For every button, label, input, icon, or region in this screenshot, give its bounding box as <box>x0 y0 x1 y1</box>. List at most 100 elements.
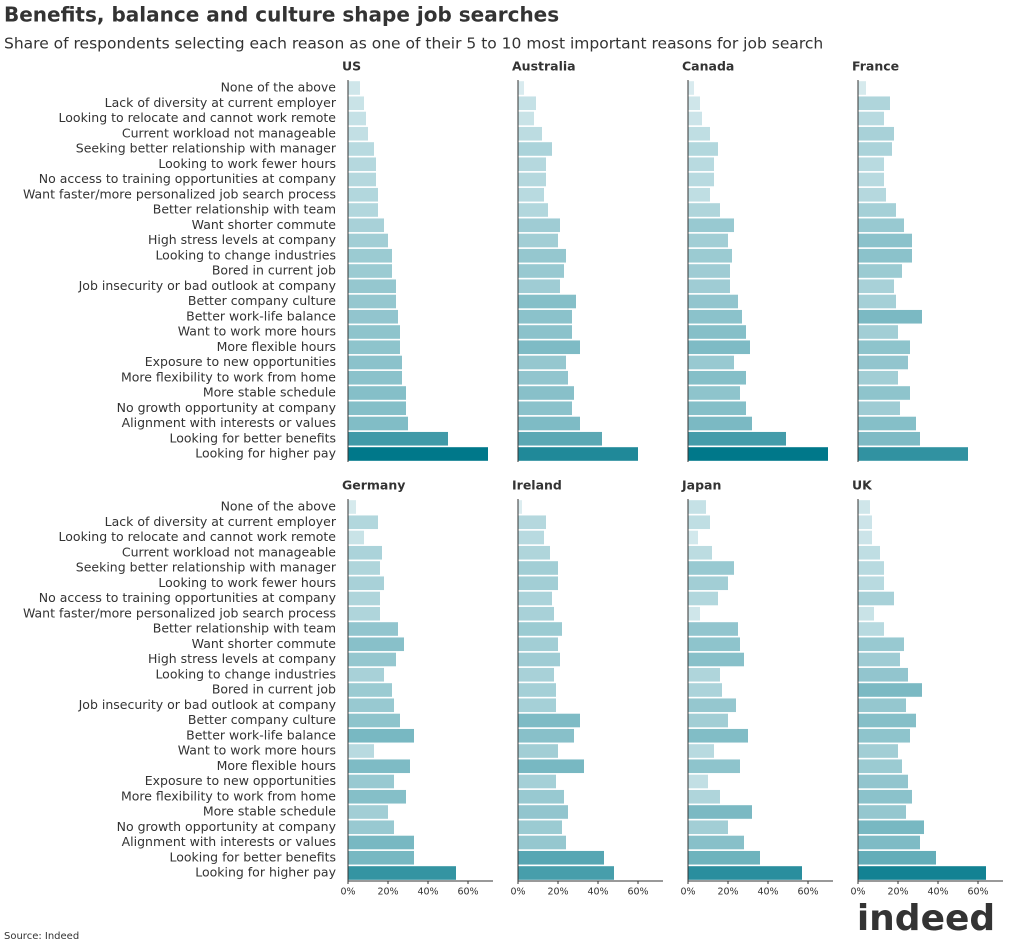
bar <box>858 248 912 263</box>
category-label: No access to training opportunities at c… <box>39 171 337 186</box>
bar <box>348 294 396 309</box>
bar <box>688 561 734 575</box>
bar <box>858 667 908 682</box>
bar <box>348 431 448 446</box>
x-tick-label: 60% <box>797 887 818 898</box>
bar <box>348 96 364 111</box>
bar <box>518 835 566 850</box>
category-label: Job insecurity or bad outlook at company <box>78 278 337 293</box>
bar <box>858 218 904 233</box>
bar <box>518 576 558 591</box>
bar <box>858 355 908 370</box>
bar <box>348 606 380 621</box>
bar <box>518 515 546 530</box>
bar <box>688 606 700 621</box>
bar <box>518 850 604 865</box>
bar <box>858 744 898 758</box>
category-label: Better company culture <box>188 293 336 308</box>
category-label: More stable schedule <box>203 385 336 400</box>
bar <box>688 111 702 126</box>
category-label: Looking to relocate and cannot work remo… <box>59 529 337 544</box>
bar <box>858 713 916 728</box>
panel-title: Canada <box>682 59 734 74</box>
category-label: Looking to relocate and cannot work remo… <box>59 110 337 125</box>
category-label: Lack of diversity at current employer <box>105 95 337 110</box>
bar <box>858 264 902 278</box>
bar <box>858 728 910 743</box>
bar <box>518 622 562 636</box>
bar <box>348 126 368 141</box>
bar <box>348 789 406 804</box>
bar <box>688 545 712 560</box>
bar <box>858 340 910 355</box>
x-tick-label: 20% <box>547 887 568 898</box>
x-tick-label: 0% <box>510 887 525 898</box>
bar <box>518 218 560 233</box>
bar <box>688 652 744 667</box>
bar <box>858 187 886 202</box>
bar <box>688 187 710 202</box>
bar <box>348 667 384 682</box>
bar <box>688 126 710 141</box>
category-label: Bored in current job <box>212 682 336 697</box>
bar <box>858 515 872 530</box>
category-label: Better work-life balance <box>186 308 336 323</box>
bar <box>688 96 700 111</box>
category-label: Looking for better benefits <box>170 430 337 445</box>
bar <box>348 172 376 187</box>
category-label: More flexible hours <box>217 758 336 773</box>
bar <box>348 309 398 324</box>
bar <box>688 698 736 713</box>
bar <box>348 515 378 530</box>
bar <box>858 431 920 446</box>
bar <box>858 530 872 545</box>
bar <box>688 401 746 416</box>
category-label: Looking to work fewer hours <box>158 575 336 590</box>
bar <box>858 309 922 324</box>
bar <box>858 591 894 606</box>
bar <box>688 447 828 461</box>
bar <box>348 622 398 636</box>
category-label: High stress levels at company <box>148 651 337 666</box>
x-tick-label: 0% <box>680 887 695 898</box>
bar <box>688 713 728 728</box>
bar <box>688 850 760 865</box>
bar <box>348 652 396 667</box>
bar <box>858 447 968 461</box>
bar <box>518 759 584 774</box>
bar <box>348 698 394 713</box>
bar <box>518 591 552 606</box>
category-label: Want shorter commute <box>192 217 337 232</box>
category-label: Seeking better relationship with manager <box>76 141 337 156</box>
x-tick-label: 60% <box>627 887 648 898</box>
bar <box>518 805 568 819</box>
bar <box>518 309 572 324</box>
x-tick-label: 40% <box>417 887 438 898</box>
bar <box>688 805 752 819</box>
bar <box>688 218 734 233</box>
bar <box>348 591 380 606</box>
bar <box>688 515 710 530</box>
x-tick-label: 20% <box>717 887 738 898</box>
x-tick-label: 20% <box>887 887 908 898</box>
category-label: Looking to work fewer hours <box>158 156 336 171</box>
bar <box>858 683 922 697</box>
bar <box>348 545 382 560</box>
chart-subtitle: Share of respondents selecting each reas… <box>4 35 823 53</box>
panel-title: France <box>852 59 899 74</box>
bar <box>688 279 730 294</box>
bar <box>688 142 718 156</box>
bar <box>858 698 906 713</box>
bar <box>688 744 714 758</box>
bar <box>858 500 870 514</box>
bar <box>518 264 564 278</box>
bar <box>518 728 574 743</box>
bar <box>688 264 730 278</box>
category-label: Better work-life balance <box>186 727 336 742</box>
category-label: High stress levels at company <box>148 232 337 247</box>
bar <box>518 530 544 545</box>
bar <box>688 637 740 652</box>
category-label: Alignment with interests or values <box>122 834 336 849</box>
bar <box>518 606 554 621</box>
